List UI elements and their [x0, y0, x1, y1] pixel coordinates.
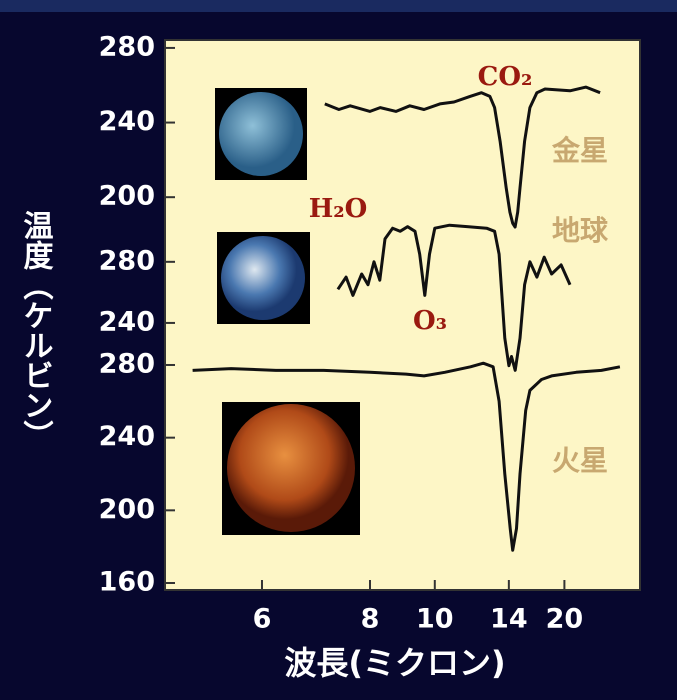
y-tick-label: 280	[99, 348, 155, 379]
y-tick-label: 200	[99, 181, 155, 212]
spectrum-line	[324, 85, 601, 229]
earth	[221, 236, 305, 320]
annotation: O₃	[413, 306, 447, 336]
x-tick-label: 10	[416, 604, 454, 635]
mars	[227, 404, 355, 532]
spectrum-line	[336, 223, 572, 372]
spectrum-line	[192, 361, 621, 552]
annotation: H₂O	[309, 194, 368, 224]
x-tick-label: 14	[490, 604, 528, 635]
top-band	[0, 0, 677, 12]
y-tick-label: 240	[99, 306, 155, 337]
y-axis-label: 温度（ケルビン）	[18, 210, 54, 450]
y-tick-label: 160	[99, 567, 155, 598]
y-tick-label: 240	[99, 421, 155, 452]
planet-label: 火星	[552, 444, 608, 477]
y-tick-label: 200	[99, 494, 155, 525]
x-tick-label: 8	[361, 604, 380, 635]
planet-label: 金星	[551, 134, 608, 167]
y-tick-label: 280	[99, 31, 155, 62]
y-tick-label: 240	[99, 106, 155, 137]
annotation: CO₂	[478, 62, 533, 92]
x-axis-label: 波長(ミクロン)	[284, 644, 505, 682]
planet-label: 地球	[552, 214, 609, 247]
y-tick-label: 280	[99, 245, 155, 276]
x-tick-label: 6	[253, 604, 272, 635]
x-tick-label: 20	[546, 604, 584, 635]
venus	[219, 92, 303, 176]
